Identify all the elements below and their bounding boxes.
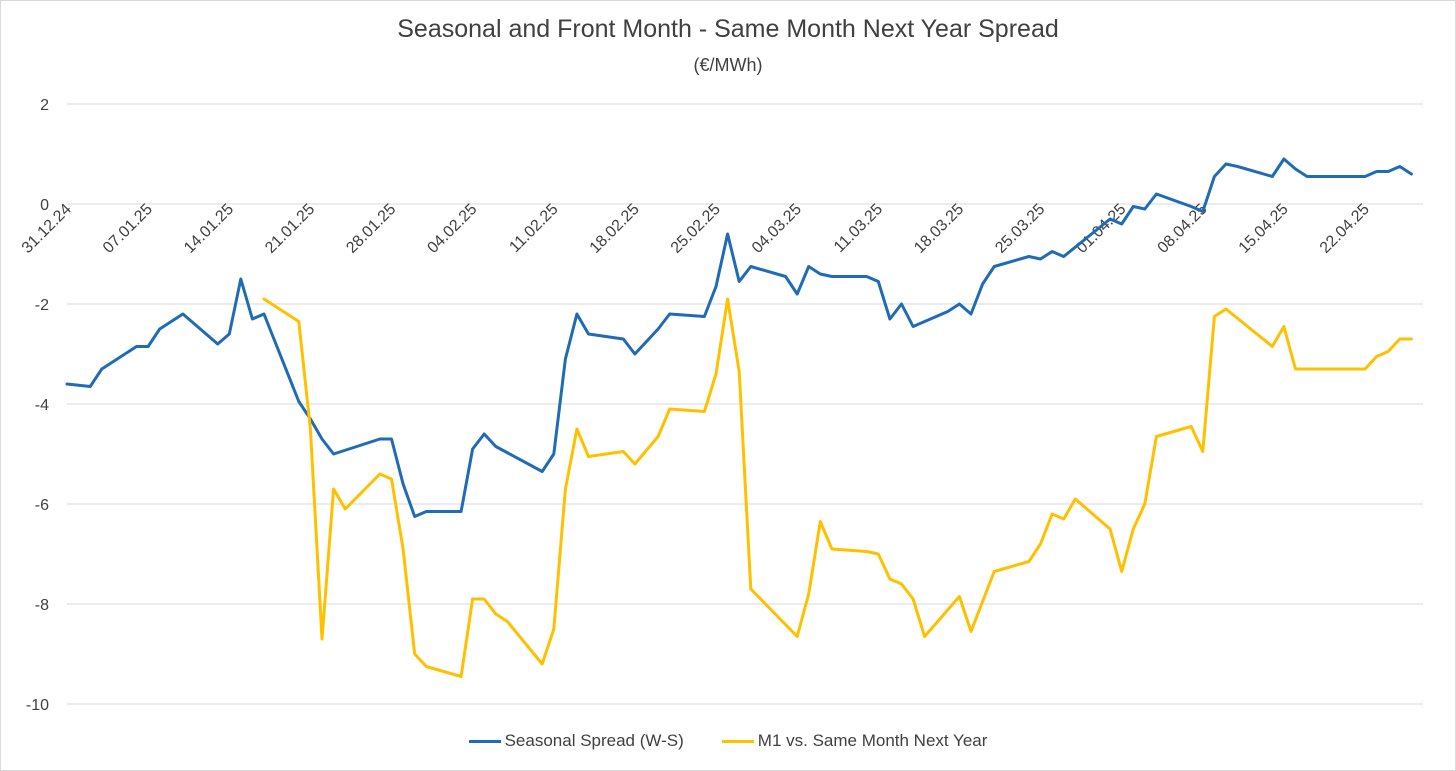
x-tick-label: 21.01.25 bbox=[262, 201, 318, 257]
y-axis: 2 0 -2 -4 -6 -8 -10 bbox=[26, 97, 49, 714]
y-tick-label: -6 bbox=[35, 497, 49, 514]
y-tick-label: -8 bbox=[35, 597, 49, 614]
y-tick-label: 0 bbox=[40, 197, 49, 214]
legend-swatch-m1 bbox=[721, 739, 754, 743]
y-tick-label: -10 bbox=[26, 697, 49, 714]
y-tick-label: -2 bbox=[35, 297, 49, 314]
x-tick-label: 04.03.25 bbox=[749, 201, 805, 257]
legend-swatch-seasonal bbox=[468, 739, 501, 743]
x-axis: 31.12.24 07.01.25 14.01.25 21.01.25 28.01.25… bbox=[19, 201, 1373, 257]
legend-item-m1-spread: M1 vs. Same Month Next Year bbox=[721, 731, 988, 751]
legend: Seasonal Spread (W-S) M1 vs. Same Month … bbox=[1, 731, 1455, 751]
legend-label-seasonal: Seasonal Spread (W-S) bbox=[504, 731, 684, 750]
line-chart: 20-2-4-6-8-10 31.12.24 07.01.25 14.01.25 21… bbox=[19, 97, 1423, 714]
chart-subtitle: (€/MWh) bbox=[693, 55, 763, 75]
x-tick-label: 18.02.25 bbox=[587, 201, 643, 257]
x-tick-label: 22.04.25 bbox=[1317, 201, 1373, 257]
x-tick-label: 15.04.25 bbox=[1236, 201, 1292, 257]
legend-item-seasonal-spread: Seasonal Spread (W-S) bbox=[468, 731, 684, 751]
x-tick-label: 11.02.25 bbox=[506, 201, 561, 256]
chart-title: Seasonal and Front Month - Same Month Ne… bbox=[397, 15, 1059, 43]
x-tick-label: 11.03.25 bbox=[831, 201, 886, 256]
x-tick-label: 25.02.25 bbox=[668, 201, 724, 257]
x-tick-label: 04.02.25 bbox=[424, 201, 480, 257]
x-tick-label: 28.01.25 bbox=[343, 201, 399, 257]
y-tick-label: 2 bbox=[40, 97, 49, 114]
x-tick-label: 25.03.25 bbox=[992, 201, 1048, 257]
x-tick-label: 01.04.25 bbox=[1073, 201, 1129, 257]
y-tick-label: -4 bbox=[35, 397, 49, 414]
series-lines bbox=[65, 157, 1413, 678]
series-line-m1-spread bbox=[262, 297, 1413, 678]
legend-label-m1: M1 vs. Same Month Next Year bbox=[757, 731, 988, 750]
gridlines bbox=[67, 103, 1423, 705]
x-tick-label: 07.01.25 bbox=[100, 201, 156, 257]
x-tick-label: 18.03.25 bbox=[911, 201, 967, 257]
x-tick-label: 14.01.25 bbox=[181, 201, 237, 257]
